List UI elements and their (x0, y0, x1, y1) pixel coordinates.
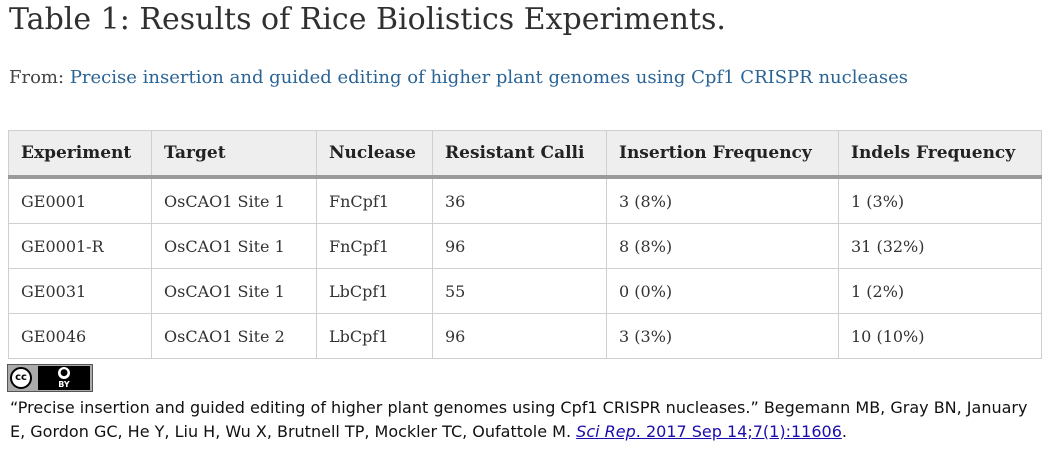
table-cell: 10 (10%) (838, 313, 1042, 359)
table-cell: LbCpf1 (316, 313, 433, 359)
table-cell: OsCAO1 Site 2 (151, 313, 317, 359)
table-cell: 1 (3%) (838, 176, 1042, 224)
table-cell: 3 (3%) (606, 313, 839, 359)
column-header-experiment: Experiment (8, 130, 152, 179)
citation: “Precise insertion and guided editing of… (10, 396, 1040, 444)
column-header-target: Target (151, 130, 317, 179)
creative-commons-by-icon[interactable]: cc ● BY (7, 364, 93, 392)
table-cell: GE0001-R (8, 223, 152, 269)
citation-date-ref: . 2017 Sep 14;7(1):11606 (635, 422, 842, 441)
source-line: From: Precise insertion and guided editi… (9, 67, 908, 88)
by-label: BY (58, 380, 70, 389)
attribution-person-icon: ● (58, 367, 70, 379)
table-cell: 96 (432, 223, 607, 269)
column-header-resistant-calli: Resistant Calli (432, 130, 607, 179)
column-header-indels-frequency: Indels Frequency (838, 130, 1042, 179)
table-cell: OsCAO1 Site 1 (151, 268, 317, 314)
by-badge: ● BY (38, 366, 90, 390)
table-cell: 0 (0%) (606, 268, 839, 314)
table-row: GE0001 OsCAO1 Site 1 FnCpf1 36 3 (8%) 1 … (8, 176, 1042, 224)
page-title: Table 1: Results of Rice Biolistics Expe… (9, 2, 726, 37)
table-cell: 3 (8%) (606, 176, 839, 224)
from-label: From: (9, 67, 65, 88)
table-cell: 31 (32%) (838, 223, 1042, 269)
column-header-insertion-frequency: Insertion Frequency (606, 130, 839, 179)
citation-text: “Precise insertion and guided editing of… (10, 398, 1028, 441)
table-cell: OsCAO1 Site 1 (151, 176, 317, 224)
table-cell: LbCpf1 (316, 268, 433, 314)
journal-name: Sci Rep (576, 422, 636, 441)
table-cell: FnCpf1 (316, 176, 433, 224)
source-article-link[interactable]: Precise insertion and guided editing of … (69, 67, 908, 88)
citation-end: . (841, 422, 847, 441)
table-cell: 55 (432, 268, 607, 314)
table-cell: 8 (8%) (606, 223, 839, 269)
citation-journal-link[interactable]: Sci Rep. 2017 Sep 14;7(1):11606 (576, 422, 842, 441)
table-row: GE0046 OsCAO1 Site 2 LbCpf1 96 3 (3%) 10… (8, 313, 1042, 359)
cc-circle-icon: cc (10, 367, 32, 389)
table-row: GE0001-R OsCAO1 Site 1 FnCpf1 96 8 (8%) … (8, 223, 1042, 269)
table-header: Experiment Target Nuclease Resistant Cal… (8, 130, 1042, 179)
table-cell: 96 (432, 313, 607, 359)
table-cell: OsCAO1 Site 1 (151, 223, 317, 269)
results-table: Experiment Target Nuclease Resistant Cal… (8, 130, 1042, 359)
table-cell: 36 (432, 176, 607, 224)
header-row: Experiment Target Nuclease Resistant Cal… (8, 130, 1042, 179)
table-body: GE0001 OsCAO1 Site 1 FnCpf1 36 3 (8%) 1 … (8, 176, 1042, 359)
table-row: GE0031 OsCAO1 Site 1 LbCpf1 55 0 (0%) 1 … (8, 268, 1042, 314)
table-cell: 1 (2%) (838, 268, 1042, 314)
table-cell: GE0001 (8, 176, 152, 224)
table-cell: GE0031 (8, 268, 152, 314)
column-header-nuclease: Nuclease (316, 130, 433, 179)
table-cell: GE0046 (8, 313, 152, 359)
table-cell: FnCpf1 (316, 223, 433, 269)
